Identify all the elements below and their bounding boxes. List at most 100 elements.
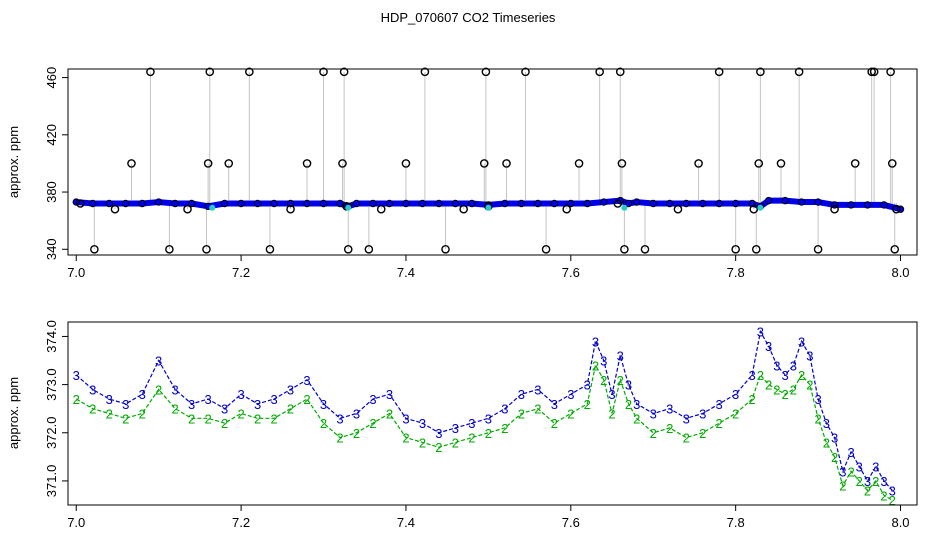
x-tick-label: 7.2 <box>232 265 250 280</box>
outlier-point <box>110 204 120 214</box>
y-tick-label: 371.0 <box>44 465 59 498</box>
series-point <box>435 199 443 208</box>
point-label-2: 2 <box>435 440 442 455</box>
outlier-point <box>673 204 683 214</box>
point-label-2: 2 <box>633 411 640 426</box>
point-label-3: 3 <box>485 411 492 426</box>
point-label-2: 2 <box>287 402 294 417</box>
point-label-3: 3 <box>617 349 624 364</box>
series-point <box>764 196 773 205</box>
top-y-axis: 340 380 420 460 <box>44 67 68 260</box>
series-point <box>105 199 113 208</box>
point-label-2: 2 <box>864 484 871 499</box>
point-label-3: 3 <box>847 445 854 460</box>
point-label-3: 3 <box>353 407 360 422</box>
point-label-2: 2 <box>699 426 706 441</box>
x-tick-label: 8.0 <box>891 515 909 530</box>
series-point <box>418 199 427 208</box>
point-label-3: 3 <box>650 407 657 422</box>
top-plot-frame <box>67 68 918 256</box>
point-label-3: 3 <box>534 382 541 397</box>
point-label-2: 2 <box>468 431 475 446</box>
point-label-3: 3 <box>600 354 607 369</box>
point-label-3: 3 <box>683 411 690 426</box>
outlier-point <box>265 244 275 254</box>
outlier-point <box>620 244 629 254</box>
y-tick-label: 372.0 <box>44 416 59 449</box>
point-label-3: 3 <box>254 397 261 412</box>
point-label-2: 2 <box>716 416 723 431</box>
outlier-point <box>850 159 860 168</box>
point-label-2: 2 <box>806 378 813 393</box>
outlier-point <box>364 244 374 254</box>
series-point <box>748 199 756 208</box>
y-tick-label: 340 <box>44 238 59 260</box>
point-label-3: 3 <box>806 349 813 364</box>
point-label-3: 3 <box>625 378 632 393</box>
outlier-point <box>887 159 897 168</box>
outlier-point <box>90 244 99 254</box>
point-label-3: 3 <box>633 397 640 412</box>
series-point <box>154 198 163 206</box>
outlier-point <box>521 67 530 77</box>
point-label-3: 3 <box>155 354 162 369</box>
point-label-3: 3 <box>584 378 591 393</box>
series-point <box>352 199 361 208</box>
outlier-point <box>751 244 761 254</box>
point-label-2: 2 <box>567 407 574 422</box>
outlier-point <box>731 244 740 254</box>
x-tick-label: 7.4 <box>397 265 415 280</box>
point-label-2: 2 <box>518 407 525 422</box>
point-label-2: 2 <box>823 435 830 450</box>
point-label-2: 2 <box>534 402 541 417</box>
y-tick-label: 420 <box>44 124 59 146</box>
x-tick-label: 7.6 <box>562 515 580 530</box>
series-point <box>698 199 707 208</box>
x-tick-label: 8.0 <box>891 265 909 280</box>
series-line-3 <box>75 329 893 491</box>
outlier-point <box>202 244 211 254</box>
outlier-point <box>224 159 234 168</box>
outlier-point <box>127 159 136 168</box>
point-label-3: 3 <box>303 373 310 388</box>
series-line-2 <box>75 363 893 501</box>
series-point <box>270 199 278 208</box>
point-label-2: 2 <box>485 426 492 441</box>
point-label-3: 3 <box>856 459 863 474</box>
point-label-2: 2 <box>386 407 393 422</box>
outlier-point <box>245 67 254 77</box>
x-tick-label: 7.0 <box>67 515 85 530</box>
outlier-point <box>756 67 765 77</box>
x-tick-label: 7.0 <box>67 265 85 280</box>
point-label-3: 3 <box>172 382 179 397</box>
outlier-point <box>617 159 627 168</box>
point-label-2: 2 <box>221 416 228 431</box>
point-label-3: 3 <box>188 397 195 412</box>
point-label-3: 3 <box>749 368 756 383</box>
point-label-3: 3 <box>89 382 96 397</box>
point-label-2: 2 <box>617 373 624 388</box>
point-label-2: 2 <box>254 411 261 426</box>
series-point <box>336 199 344 208</box>
point-label-2: 2 <box>353 426 360 441</box>
series-point <box>797 198 806 206</box>
outlier-point <box>401 159 411 168</box>
point-label-2: 2 <box>880 488 887 503</box>
point-label-3: 3 <box>237 387 244 402</box>
point-label-3: 3 <box>765 339 772 354</box>
point-label-2: 2 <box>270 411 277 426</box>
series-point <box>171 199 179 208</box>
series-point <box>715 199 723 208</box>
point-label-2: 2 <box>683 431 690 446</box>
outlier-point <box>867 67 876 77</box>
outlier-point <box>319 67 328 77</box>
series-point <box>468 199 476 208</box>
series-point <box>220 199 229 208</box>
point-label-3: 3 <box>205 392 212 407</box>
outlier-point <box>714 67 724 77</box>
outlier-point <box>886 67 895 77</box>
outlier-point <box>502 159 511 168</box>
